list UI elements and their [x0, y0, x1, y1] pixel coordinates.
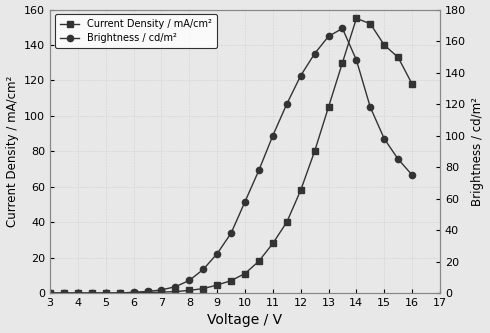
Current Density / mA/cm²: [214, 283, 220, 287]
Brightness / cd/m²: [242, 200, 248, 204]
Brightness / cd/m²: [353, 58, 359, 62]
Y-axis label: Current Density / mA/cm²: Current Density / mA/cm²: [5, 76, 19, 227]
Current Density / mA/cm²: [172, 290, 178, 294]
Brightness / cd/m²: [340, 26, 345, 30]
Current Density / mA/cm²: [159, 290, 165, 294]
Brightness / cd/m²: [103, 291, 109, 295]
Brightness / cd/m²: [75, 291, 81, 295]
Current Density / mA/cm²: [228, 279, 234, 283]
Current Density / mA/cm²: [409, 82, 415, 86]
Brightness / cd/m²: [131, 290, 137, 294]
Brightness / cd/m²: [381, 137, 387, 141]
Current Density / mA/cm²: [89, 291, 95, 295]
Current Density / mA/cm²: [256, 259, 262, 263]
Current Density / mA/cm²: [200, 287, 206, 291]
Brightness / cd/m²: [61, 291, 67, 295]
Current Density / mA/cm²: [47, 291, 53, 295]
Current Density / mA/cm²: [103, 291, 109, 295]
X-axis label: Voltage / V: Voltage / V: [207, 313, 283, 327]
Brightness / cd/m²: [284, 102, 290, 106]
Brightness / cd/m²: [159, 288, 165, 292]
Current Density / mA/cm²: [186, 288, 192, 292]
Current Density / mA/cm²: [270, 241, 276, 245]
Brightness / cd/m²: [368, 105, 373, 109]
Line: Brightness / cd/m²: Brightness / cd/m²: [47, 25, 415, 296]
Brightness / cd/m²: [325, 34, 331, 38]
Brightness / cd/m²: [409, 173, 415, 177]
Current Density / mA/cm²: [242, 271, 248, 275]
Current Density / mA/cm²: [381, 43, 387, 47]
Brightness / cd/m²: [214, 252, 220, 256]
Current Density / mA/cm²: [61, 291, 67, 295]
Current Density / mA/cm²: [298, 188, 304, 192]
Current Density / mA/cm²: [117, 291, 122, 295]
Current Density / mA/cm²: [145, 290, 150, 294]
Brightness / cd/m²: [172, 285, 178, 289]
Legend: Current Density / mA/cm², Brightness / cd/m²: Current Density / mA/cm², Brightness / c…: [55, 14, 217, 48]
Current Density / mA/cm²: [131, 291, 137, 295]
Current Density / mA/cm²: [312, 149, 318, 153]
Current Density / mA/cm²: [395, 55, 401, 59]
Brightness / cd/m²: [395, 157, 401, 161]
Brightness / cd/m²: [312, 52, 318, 56]
Current Density / mA/cm²: [75, 291, 81, 295]
Brightness / cd/m²: [298, 74, 304, 78]
Current Density / mA/cm²: [368, 22, 373, 26]
Brightness / cd/m²: [256, 168, 262, 172]
Brightness / cd/m²: [270, 134, 276, 138]
Brightness / cd/m²: [117, 291, 122, 295]
Brightness / cd/m²: [89, 291, 95, 295]
Current Density / mA/cm²: [284, 220, 290, 224]
Brightness / cd/m²: [47, 291, 53, 295]
Y-axis label: Brightness / cd/m²: Brightness / cd/m²: [471, 97, 485, 206]
Brightness / cd/m²: [145, 289, 150, 293]
Brightness / cd/m²: [186, 278, 192, 282]
Brightness / cd/m²: [200, 267, 206, 271]
Current Density / mA/cm²: [340, 61, 345, 65]
Current Density / mA/cm²: [353, 16, 359, 20]
Line: Current Density / mA/cm²: Current Density / mA/cm²: [47, 15, 415, 296]
Brightness / cd/m²: [228, 231, 234, 235]
Current Density / mA/cm²: [325, 105, 331, 109]
